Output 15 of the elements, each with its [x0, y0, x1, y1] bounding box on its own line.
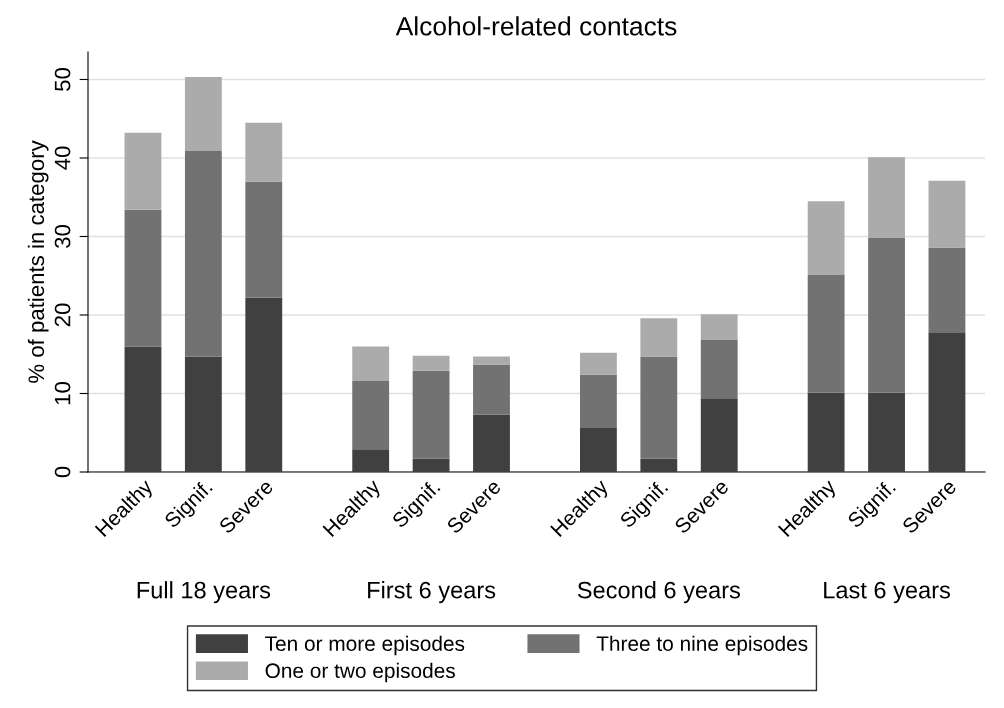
chart-title: Alcohol-related contacts: [395, 16, 677, 36]
y-tick-label: 20: [54, 303, 71, 327]
text: First 6 years: [368, 581, 496, 604]
y-axis-title: % of patients in category: [27, 140, 49, 383]
legend-label: Ten or more episodes: [265, 635, 465, 656]
y-tick-label: 10: [54, 382, 71, 405]
y-tick-label: 40: [54, 146, 71, 170]
text: Last 6 years: [824, 581, 950, 604]
legend-label: One or two episodes: [265, 662, 455, 683]
text: Second 6 years: [577, 581, 740, 604]
y-tick-label: 50: [54, 67, 71, 91]
y-tick-label: 30: [54, 225, 71, 248]
legend-label: Three to nine episodes: [596, 635, 808, 656]
y-tick-label: 0: [54, 466, 71, 478]
text: Full 18 years: [137, 581, 271, 604]
